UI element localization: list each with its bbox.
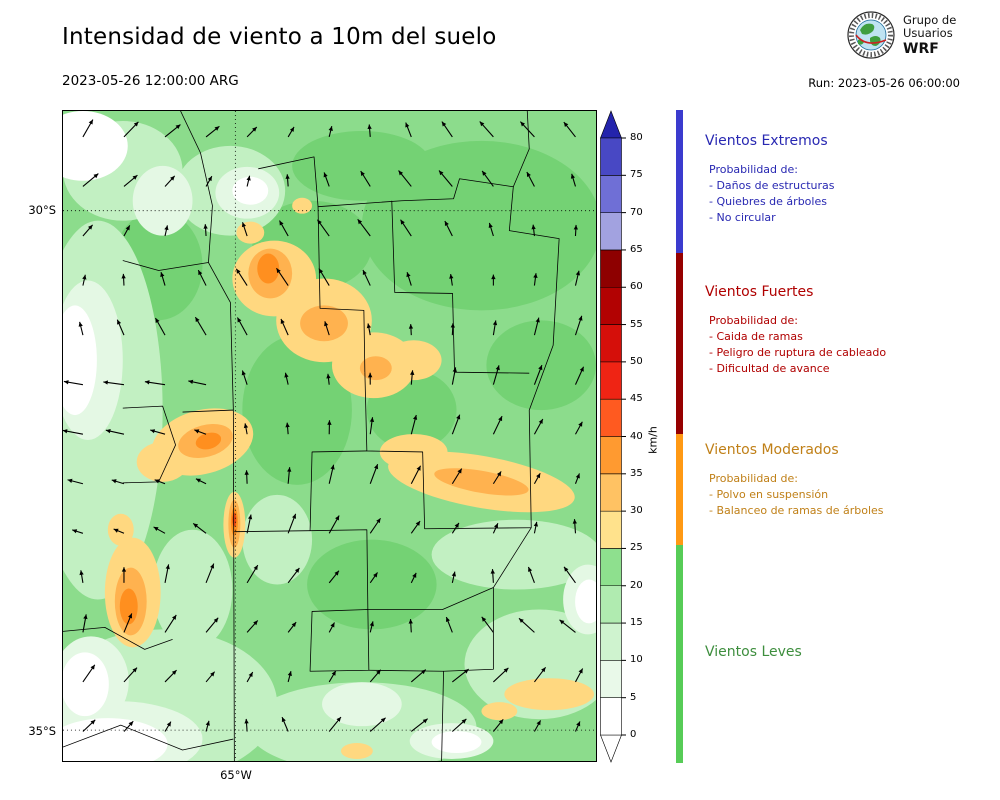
colorbar-unit-label: km/h <box>646 426 660 454</box>
globe-icon <box>847 11 895 59</box>
lon-label-65w: 65°W <box>220 768 252 782</box>
colorbar-tick-label: 40 <box>630 430 643 442</box>
legend-section-vientos-fuertes: Vientos Fuertes Probabilidad de: - Caida… <box>705 284 997 375</box>
colorbar-tick-label: 60 <box>630 281 643 293</box>
legend-item: - Dificultad de avance <box>709 362 830 375</box>
legend-strip-segment <box>676 253 683 434</box>
colorbar-tick-label: 75 <box>630 169 643 181</box>
legend-probability-label: Probabilidad de: <box>709 472 798 485</box>
page-title: Intensidad de viento a 10m del suelo <box>62 24 497 50</box>
colorbar-tick-label: 20 <box>630 579 643 591</box>
lat-label-30s: 30°S <box>28 203 56 217</box>
legend-section-vientos-moderados: Vientos Moderados Probabilidad de: - Pol… <box>705 442 997 517</box>
colorbar-tick-label: 80 <box>630 132 643 143</box>
legend-probability-label: Probabilidad de: <box>709 163 798 176</box>
legend-item: - No circular <box>709 211 776 224</box>
wind-direction-arrows <box>63 119 585 732</box>
colorbar-tick-label: 5 <box>630 691 637 703</box>
colorbar-tick-label: 0 <box>630 729 637 740</box>
legend-section-vientos-extremos: Vientos Extremos Probabilidad de: - Daño… <box>705 133 997 224</box>
colorbar-tick-label: 15 <box>630 617 643 629</box>
colorbar-tick-label: 10 <box>630 654 643 666</box>
map-peak-wind-cores <box>119 253 280 625</box>
colorbar-scale <box>600 110 626 763</box>
logo-line-2: Usuarios <box>903 26 953 41</box>
logo-wrf-label: WRF <box>903 40 939 57</box>
legend-section-vientos-leves: Vientos Leves <box>705 644 997 660</box>
legend-item: - Balanceo de ramas de árboles <box>709 504 884 517</box>
wrf-user-group-logo: Grupo de Usuarios WRF <box>846 10 956 60</box>
logo-text: Grupo de Usuarios WRF <box>903 12 957 57</box>
legend-color-strip <box>676 110 683 763</box>
colorbar-tick-label: 70 <box>630 206 643 218</box>
legend-probability-label: Probabilidad de: <box>709 314 798 327</box>
colorbar-tick-label: 30 <box>630 505 643 517</box>
lat-label-35s: 35°S <box>28 724 56 738</box>
legend-strip-segment <box>676 110 683 253</box>
legend-strip-segment <box>676 434 683 545</box>
logo-line-1: Grupo de <box>903 12 957 27</box>
legend-item: - Daños de estructuras <box>709 179 835 192</box>
legend-section-title: Vientos Moderados <box>705 442 839 458</box>
colorbar-tick-label: 25 <box>630 542 643 554</box>
legend-section-title: Vientos Fuertes <box>705 284 814 300</box>
legend-section-title: Vientos Leves <box>705 644 802 660</box>
wind-intensity-map <box>62 110 597 762</box>
run-datetime-label: Run: 2023-05-26 06:00:00 <box>808 76 960 90</box>
map-plot <box>63 111 596 761</box>
legend-item: - Peligro de ruptura de cableado <box>709 346 887 359</box>
map-calm-areas <box>63 111 596 761</box>
map-red-wind-core <box>232 512 237 527</box>
colorbar-tick-label: 65 <box>630 243 643 255</box>
valid-datetime-label: 2023-05-26 12:00:00 ARG <box>62 73 239 89</box>
colorbar-tick-label: 50 <box>630 355 643 367</box>
legend-item: - Polvo en suspensión <box>709 488 829 501</box>
colorbar-tick-label: 55 <box>630 318 643 330</box>
legend-strip-segment <box>676 545 683 763</box>
legend-item: - Caida de ramas <box>709 330 803 343</box>
colorbar-tick-label: 45 <box>630 393 643 405</box>
graticule-lines <box>63 111 596 761</box>
colorbar: km/h 0 5 10 15 20 25 30 35 40 45 50 55 60 65 70 75 80 <box>600 110 680 763</box>
colorbar-tick-label: 35 <box>630 467 643 479</box>
legend-item: - Quiebres de árboles <box>709 195 827 208</box>
legend-section-title: Vientos Extremos <box>705 133 828 149</box>
